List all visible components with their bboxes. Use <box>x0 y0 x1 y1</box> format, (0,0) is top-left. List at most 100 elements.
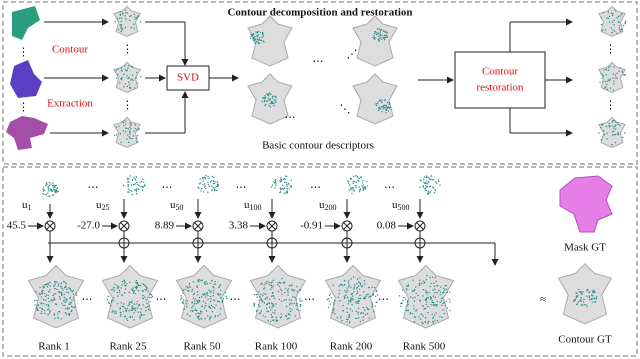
point <box>187 290 189 292</box>
point <box>219 313 221 315</box>
point <box>424 320 427 323</box>
point <box>611 121 614 123</box>
point <box>188 285 190 287</box>
point <box>121 305 124 307</box>
dots: ⋯ <box>313 56 324 68</box>
point <box>430 298 432 300</box>
point <box>40 312 43 315</box>
point <box>258 305 261 307</box>
plus-sign <box>193 238 203 248</box>
point <box>122 28 124 30</box>
point <box>267 97 270 99</box>
point <box>125 127 127 129</box>
point <box>291 284 293 286</box>
point <box>609 125 611 127</box>
point <box>142 294 144 297</box>
point <box>281 184 284 187</box>
point <box>611 131 614 133</box>
point <box>125 18 127 20</box>
point <box>264 316 267 318</box>
point <box>135 303 138 305</box>
point <box>134 16 136 18</box>
point <box>410 296 412 298</box>
point <box>66 307 69 309</box>
point <box>285 181 288 184</box>
point <box>609 87 612 89</box>
point <box>181 297 183 299</box>
point <box>339 300 341 302</box>
point <box>70 290 72 292</box>
point <box>432 304 435 306</box>
point <box>612 13 614 15</box>
point <box>349 184 351 186</box>
plus-sign <box>267 238 277 248</box>
point <box>130 123 132 125</box>
point <box>333 302 335 304</box>
point <box>272 279 274 281</box>
point <box>432 322 435 324</box>
point <box>42 289 44 292</box>
point <box>620 13 623 15</box>
point <box>271 307 273 309</box>
point <box>42 298 45 301</box>
point <box>121 294 123 296</box>
point <box>136 281 139 284</box>
point <box>289 304 291 306</box>
point <box>283 299 285 302</box>
point <box>70 301 72 304</box>
point <box>432 295 435 297</box>
point <box>45 299 47 301</box>
point <box>39 286 41 288</box>
point <box>621 70 623 72</box>
point <box>258 38 260 41</box>
point <box>611 144 613 146</box>
basis-label: u1 <box>22 199 32 212</box>
point <box>351 187 353 189</box>
point <box>581 304 584 306</box>
dots: ⋯ <box>236 182 247 194</box>
point <box>359 276 361 279</box>
point <box>40 290 43 292</box>
point <box>355 174 357 177</box>
point <box>377 28 379 30</box>
point <box>600 139 602 141</box>
point <box>355 184 357 187</box>
point <box>128 281 131 284</box>
point <box>406 285 408 287</box>
point <box>617 15 620 18</box>
point <box>261 282 263 285</box>
point <box>48 312 51 314</box>
point <box>341 283 343 286</box>
point <box>260 39 263 42</box>
point <box>609 78 612 80</box>
point <box>129 133 131 135</box>
point <box>112 311 115 313</box>
point <box>209 300 212 303</box>
point <box>40 296 43 298</box>
point <box>342 310 344 312</box>
point <box>108 302 111 305</box>
point <box>388 101 391 104</box>
point <box>429 276 431 279</box>
label: Extraction <box>47 98 93 110</box>
title: Contour decomposition and restoration <box>227 7 412 19</box>
point <box>217 183 219 185</box>
point <box>129 316 131 318</box>
point <box>350 299 352 302</box>
point <box>203 176 205 178</box>
point <box>202 178 204 180</box>
point <box>364 297 367 299</box>
point <box>280 316 283 318</box>
point <box>368 296 370 298</box>
point <box>265 103 267 106</box>
point <box>117 17 119 20</box>
point <box>121 29 123 31</box>
point <box>131 316 134 318</box>
point <box>271 305 274 307</box>
point <box>595 297 598 300</box>
point <box>270 295 273 297</box>
point <box>210 304 213 307</box>
point <box>200 190 202 192</box>
point <box>273 102 275 105</box>
point <box>218 285 221 287</box>
